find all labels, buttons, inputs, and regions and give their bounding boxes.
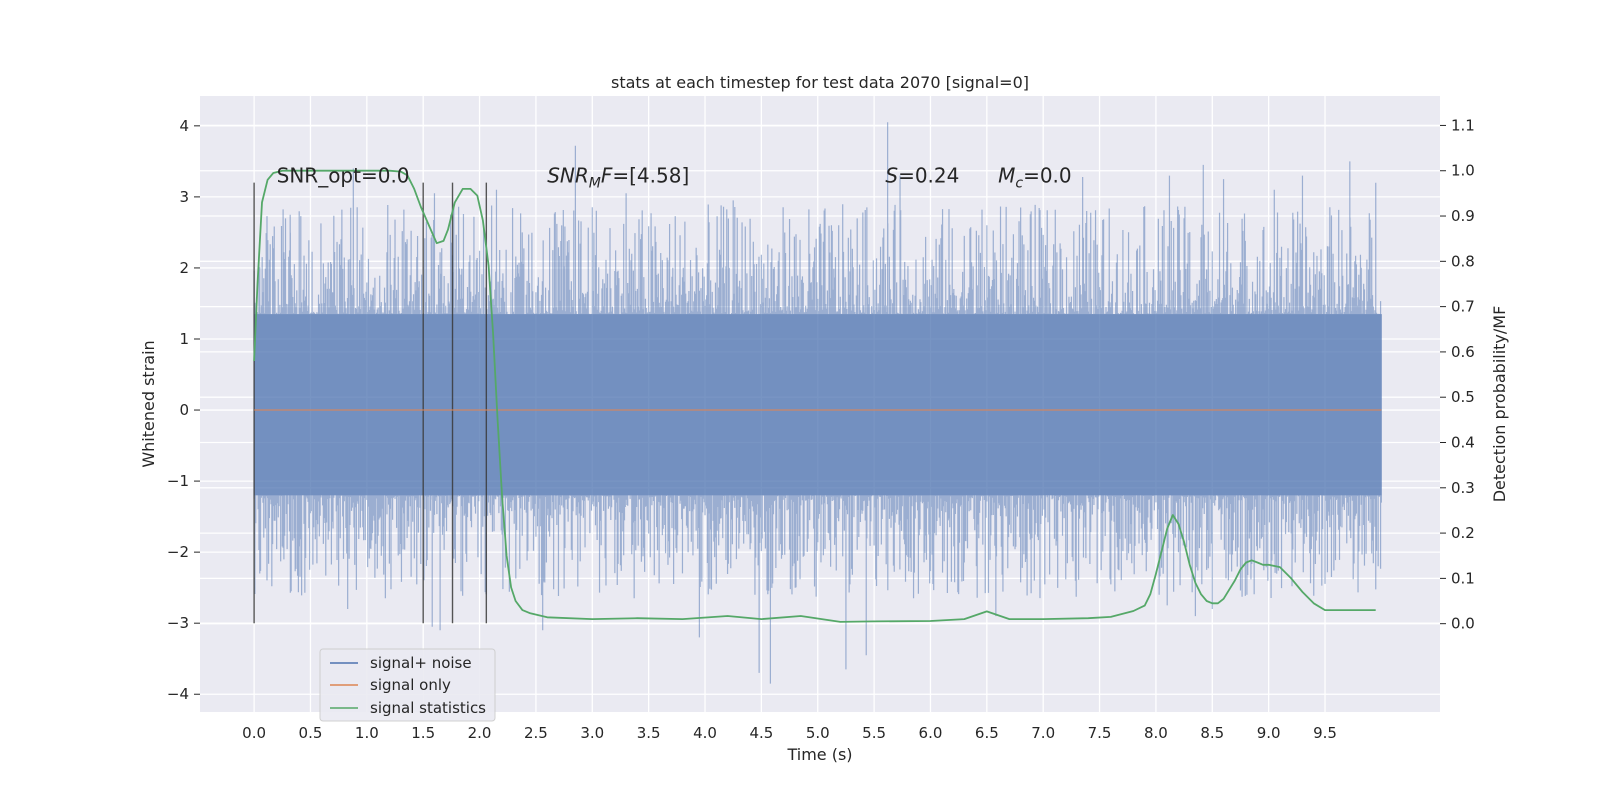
y2-tick-label: 1.1 bbox=[1451, 116, 1475, 134]
legend-label-signal-statistics: signal statistics bbox=[370, 699, 486, 717]
vertical-markers bbox=[253, 182, 488, 624]
y2-tick-label: 0.7 bbox=[1451, 298, 1475, 316]
line-series bbox=[253, 169, 1382, 623]
y2-tick-label: 0.9 bbox=[1451, 207, 1475, 225]
y-tick-label: 2 bbox=[179, 259, 189, 277]
y2-tick-label: 0.0 bbox=[1451, 615, 1475, 633]
y2-tick-label: 0.6 bbox=[1451, 343, 1475, 361]
y2-tick-label: 0.5 bbox=[1451, 388, 1475, 406]
legend: signal+ noise signal only signal statist… bbox=[319, 648, 496, 722]
y2-tick-label: 0.4 bbox=[1451, 434, 1475, 452]
x-tick-label: 4.5 bbox=[749, 724, 773, 742]
x-tick-label: 7.0 bbox=[1031, 724, 1055, 742]
x-tick-label: 2.5 bbox=[524, 724, 548, 742]
annotation-snr-opt: SNR_opt=0.0 bbox=[277, 164, 410, 188]
y2-tick-label: 0.2 bbox=[1451, 524, 1475, 542]
noise-series bbox=[253, 122, 1382, 684]
y2-tick-label: 0.1 bbox=[1451, 569, 1475, 587]
y-tick-label: 4 bbox=[179, 117, 189, 135]
series-signal-noise-core bbox=[254, 314, 1382, 496]
annotation-snr-mf: SNRMF=[4.58] bbox=[547, 164, 689, 192]
y2-tick-label: 1.0 bbox=[1451, 162, 1475, 180]
x-tick-label: 2.0 bbox=[468, 724, 492, 742]
annotation-s: S=0.24 bbox=[885, 164, 959, 188]
annotation-mc: Mc=0.0 bbox=[998, 164, 1072, 192]
x-tick-label: 8.5 bbox=[1200, 724, 1224, 742]
x-tick-label: 6.5 bbox=[975, 724, 999, 742]
x-tick-label: 0.5 bbox=[299, 724, 323, 742]
legend-box bbox=[319, 648, 496, 722]
annotations: SNR_opt=0.0 SNRMF=[4.58] S=0.24 Mc=0.0 bbox=[277, 164, 1072, 192]
x-tick-label: 5.0 bbox=[806, 724, 830, 742]
x-tick-label: 0.0 bbox=[242, 724, 266, 742]
x-tick-label: 7.5 bbox=[1088, 724, 1112, 742]
y-tick-label: 1 bbox=[179, 330, 189, 348]
x-tick-label: 8.0 bbox=[1144, 724, 1168, 742]
y2-tick-label: 0.3 bbox=[1451, 479, 1475, 497]
chart-title: stats at each timestep for test data 207… bbox=[611, 73, 1029, 92]
x-tick-label: 9.0 bbox=[1257, 724, 1281, 742]
x-axis-title: Time (s) bbox=[786, 745, 852, 764]
legend-label-signal-noise: signal+ noise bbox=[370, 654, 472, 672]
y-tick-label: −3 bbox=[167, 614, 189, 632]
y-tick-label: −2 bbox=[167, 543, 189, 561]
series-signal-statistics bbox=[253, 169, 1376, 623]
y-axis-title: Whitened strain bbox=[139, 340, 158, 467]
y-tick-label: −4 bbox=[167, 685, 189, 703]
x-tick-label: 4.0 bbox=[693, 724, 717, 742]
x-tick-label: 9.5 bbox=[1313, 724, 1337, 742]
x-tick-label: 1.5 bbox=[411, 724, 435, 742]
x-tick-label: 5.5 bbox=[862, 724, 886, 742]
y-tick-label: 3 bbox=[179, 188, 189, 206]
x-tick-label: 6.0 bbox=[919, 724, 943, 742]
y-tick-label: 0 bbox=[179, 401, 189, 419]
ticks: 0.0 0.5 1.0 1.5 2.0 2.5 3.0 3.5 4.0 4.5 5.0 5.5 6.0 6… bbox=[167, 116, 1475, 742]
x-tick-label: 3.5 bbox=[637, 724, 661, 742]
x-tick-label: 3.0 bbox=[580, 724, 604, 742]
y2-axis-title: Detection probability/MF bbox=[1490, 306, 1509, 503]
x-tick-label: 1.0 bbox=[355, 724, 379, 742]
legend-label-signal-only: signal only bbox=[370, 676, 451, 694]
y2-tick-label: 0.8 bbox=[1451, 252, 1475, 270]
y-tick-label: −1 bbox=[167, 472, 189, 490]
